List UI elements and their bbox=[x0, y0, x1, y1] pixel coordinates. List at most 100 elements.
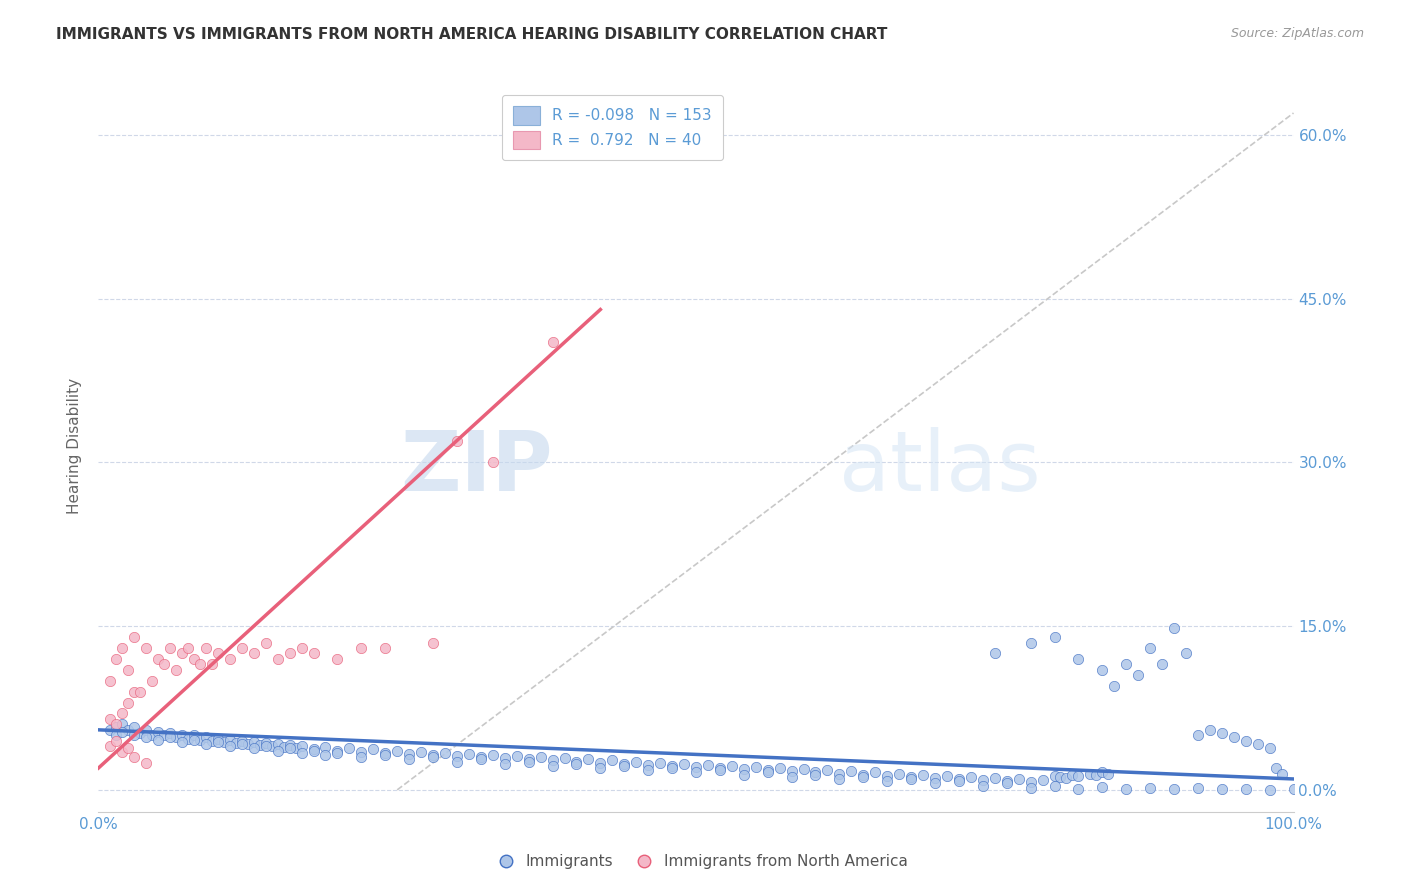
Point bbox=[129, 726, 152, 740]
Point bbox=[1223, 731, 1246, 745]
Point bbox=[1115, 657, 1137, 672]
Point bbox=[105, 720, 128, 734]
Point bbox=[278, 738, 301, 752]
Point bbox=[195, 731, 218, 745]
Point bbox=[117, 696, 139, 710]
Point bbox=[172, 735, 194, 749]
Point bbox=[278, 741, 301, 756]
Legend: Immigrants, Immigrants from North America: Immigrants, Immigrants from North Americ… bbox=[492, 848, 914, 875]
Point bbox=[1032, 773, 1054, 788]
Point bbox=[124, 720, 146, 734]
Point bbox=[924, 776, 946, 790]
Point bbox=[1175, 647, 1198, 661]
Point bbox=[541, 335, 564, 350]
Point bbox=[1091, 765, 1114, 780]
Point bbox=[195, 737, 218, 751]
Point bbox=[201, 657, 224, 672]
Point bbox=[865, 765, 887, 780]
Point bbox=[565, 756, 588, 771]
Point bbox=[1264, 761, 1286, 775]
Point bbox=[212, 735, 235, 749]
Point bbox=[852, 767, 875, 781]
Point bbox=[183, 652, 205, 666]
Point bbox=[589, 761, 612, 775]
Point bbox=[733, 762, 755, 776]
Point bbox=[183, 732, 205, 747]
Point bbox=[117, 741, 139, 756]
Point bbox=[876, 769, 898, 783]
Point bbox=[326, 652, 349, 666]
Point bbox=[422, 635, 444, 649]
Point bbox=[148, 732, 170, 747]
Point bbox=[105, 733, 128, 747]
Point bbox=[613, 759, 636, 773]
Point bbox=[1163, 781, 1185, 796]
Point bbox=[1234, 781, 1257, 796]
Point bbox=[1080, 766, 1102, 780]
Point bbox=[852, 770, 875, 784]
Point bbox=[721, 759, 744, 773]
Point bbox=[494, 751, 516, 765]
Point bbox=[1152, 657, 1174, 672]
Point bbox=[207, 735, 229, 749]
Point bbox=[995, 774, 1018, 789]
Point bbox=[273, 740, 295, 755]
Point bbox=[780, 764, 803, 779]
Point bbox=[900, 770, 922, 784]
Point bbox=[517, 755, 540, 769]
Point bbox=[685, 760, 707, 774]
Point bbox=[219, 732, 242, 747]
Point bbox=[756, 765, 779, 780]
Point bbox=[165, 663, 187, 677]
Point bbox=[291, 746, 314, 760]
Point bbox=[697, 757, 720, 772]
Point bbox=[243, 741, 266, 756]
Point bbox=[111, 725, 134, 739]
Text: Source: ZipAtlas.com: Source: ZipAtlas.com bbox=[1230, 27, 1364, 40]
Point bbox=[1163, 621, 1185, 635]
Point bbox=[984, 771, 1007, 785]
Point bbox=[385, 743, 409, 757]
Point bbox=[98, 673, 122, 688]
Point bbox=[141, 673, 163, 688]
Point bbox=[1019, 635, 1042, 649]
Point bbox=[780, 770, 803, 784]
Point bbox=[661, 759, 683, 773]
Point bbox=[172, 647, 194, 661]
Point bbox=[506, 749, 529, 764]
Point bbox=[177, 731, 200, 746]
Point bbox=[302, 742, 325, 756]
Point bbox=[117, 723, 139, 737]
Point bbox=[135, 731, 157, 745]
Point bbox=[422, 747, 444, 762]
Point bbox=[172, 728, 194, 742]
Point bbox=[260, 739, 283, 754]
Point bbox=[804, 765, 827, 780]
Point bbox=[374, 747, 396, 762]
Point bbox=[111, 640, 134, 655]
Point bbox=[828, 772, 851, 786]
Point bbox=[960, 770, 983, 784]
Point bbox=[302, 743, 325, 757]
Point bbox=[841, 764, 863, 779]
Point bbox=[278, 647, 301, 661]
Point bbox=[1043, 779, 1066, 793]
Point bbox=[148, 652, 170, 666]
Point bbox=[1097, 766, 1119, 780]
Point bbox=[243, 735, 266, 749]
Point bbox=[1271, 766, 1294, 780]
Point bbox=[159, 731, 181, 745]
Point bbox=[948, 772, 970, 786]
Point bbox=[578, 752, 600, 766]
Point bbox=[374, 640, 396, 655]
Point bbox=[470, 752, 492, 766]
Point bbox=[284, 741, 307, 756]
Point bbox=[1258, 783, 1281, 797]
Point bbox=[129, 684, 152, 698]
Point bbox=[565, 755, 588, 769]
Point bbox=[148, 725, 170, 739]
Point bbox=[254, 736, 277, 750]
Point bbox=[326, 743, 349, 757]
Point bbox=[756, 763, 779, 777]
Point bbox=[315, 740, 337, 755]
